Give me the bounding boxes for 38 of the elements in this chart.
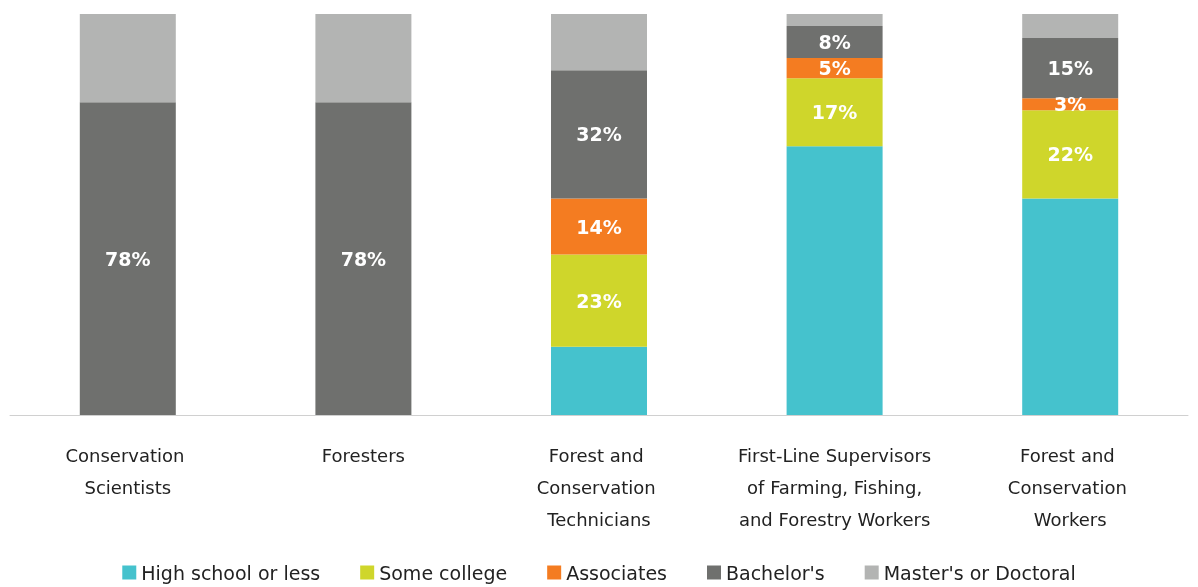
bar — [551, 70, 647, 199]
bar — [1022, 110, 1119, 199]
legend-label: Associates — [566, 561, 667, 584]
data-label: 78% — [105, 247, 151, 270]
x-tick-label: Forest and Conservation Technicians — [536, 444, 662, 530]
data-label: 23% — [576, 289, 622, 312]
data-label: 3% — [1054, 93, 1087, 116]
data-label: 22% — [1047, 143, 1093, 166]
bar — [79, 102, 176, 415]
x-tick-label: Forest and Conservation Workers — [1007, 444, 1133, 530]
x-tick-label: First-Line Supervisors of Farming, Fishing, and Forestry Workers — [738, 444, 932, 530]
bar — [551, 14, 647, 71]
bar — [551, 254, 647, 347]
data-label: 8% — [818, 31, 851, 54]
data-label: 14% — [576, 215, 622, 238]
x-tick-label: Conservation Scientists — [65, 444, 191, 498]
x-tick-label: Foresters — [321, 444, 405, 466]
bar — [1022, 198, 1119, 415]
legend-label: High school or less — [141, 561, 321, 584]
data-label: 5% — [818, 57, 851, 80]
bar — [1022, 14, 1119, 39]
bar — [315, 14, 412, 103]
bar — [551, 346, 647, 415]
legend-label: Some college — [379, 561, 508, 584]
bar — [786, 14, 883, 27]
data-label: 32% — [576, 123, 622, 146]
legend-label: Bachelor's — [726, 561, 825, 584]
bar — [79, 14, 176, 103]
data-label: 17% — [811, 101, 858, 124]
bar — [786, 146, 883, 415]
bar — [786, 78, 883, 147]
bar — [315, 102, 412, 415]
bar — [1022, 38, 1119, 99]
data-label: 78% — [340, 247, 387, 270]
bar — [786, 26, 883, 59]
data-label: 15% — [1047, 57, 1093, 80]
legend-label: Master's or Doctoral — [883, 561, 1076, 584]
bar — [551, 198, 647, 255]
